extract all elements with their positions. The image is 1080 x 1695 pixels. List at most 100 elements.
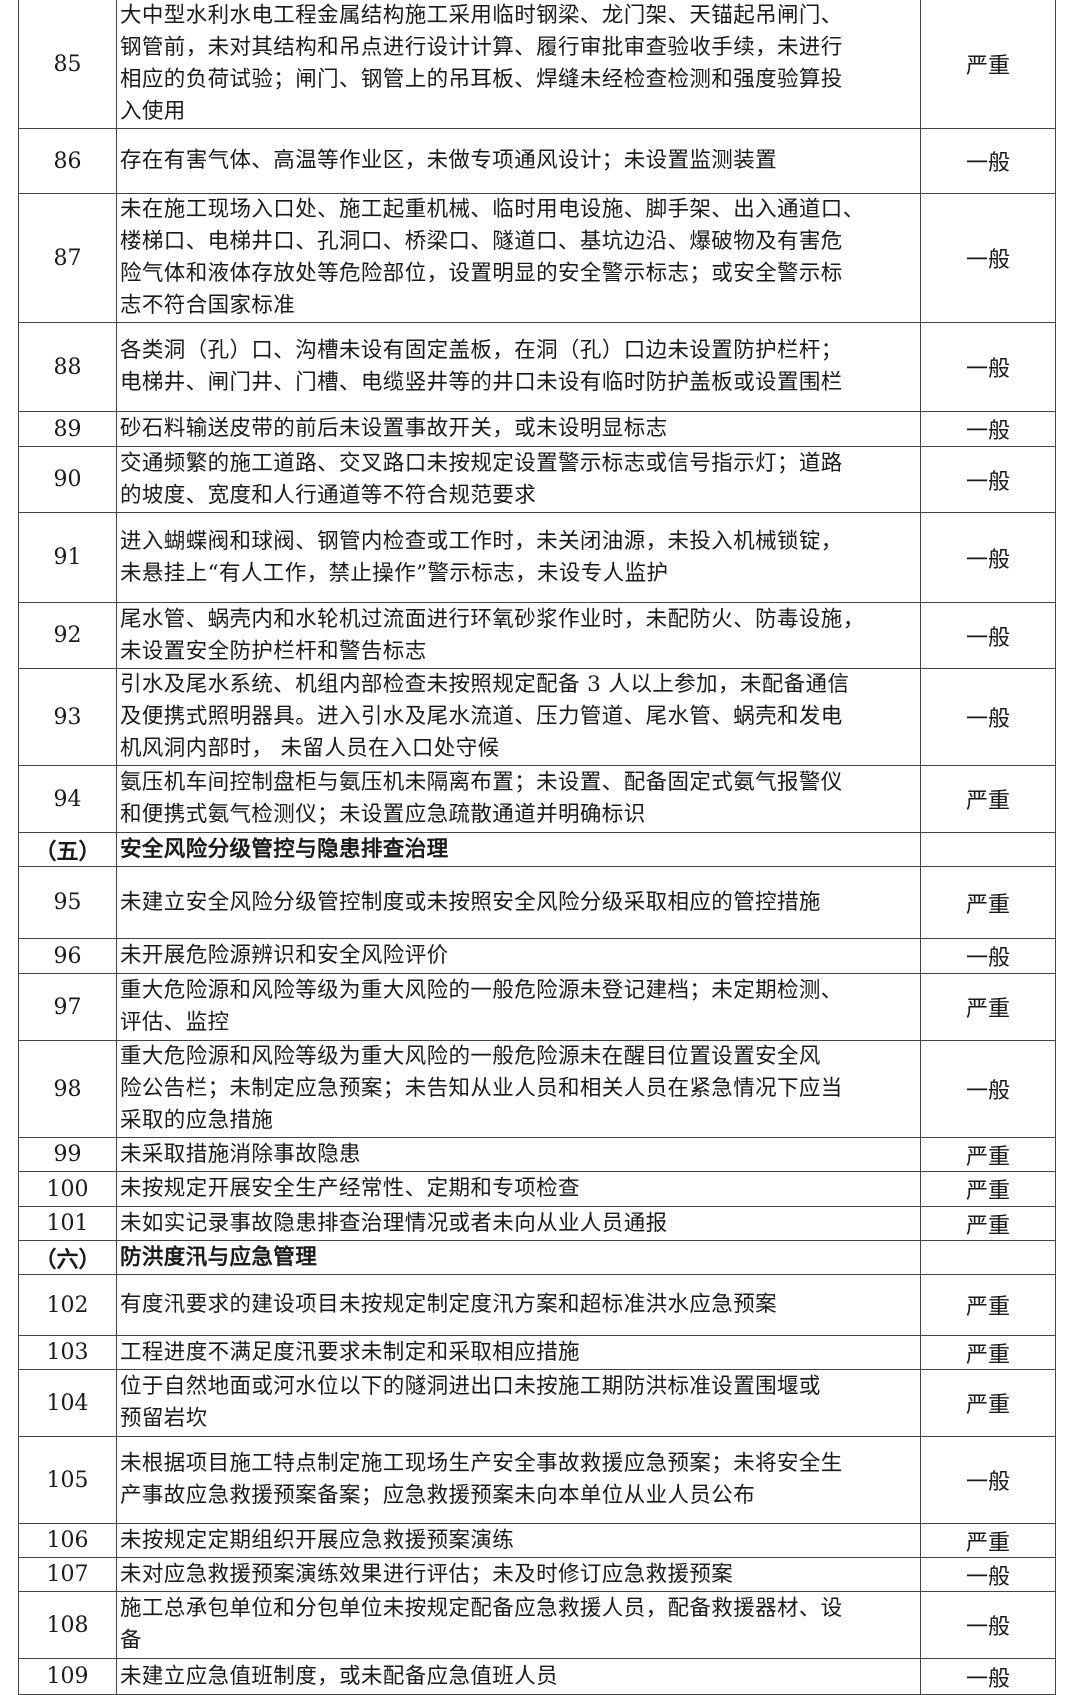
table-row: 88 各类洞（孔）口、沟槽未设有固定盖板，在洞（孔）口边未设置防护栏杆； 电梯井、闸… (18, 322, 1056, 412)
hazard-description: 存在有害气体、高温等作业区，未做专项通风设计；未设置监测装置 (116, 128, 921, 194)
table-row: 99 未采取措施消除事故隐患 严重 (18, 1137, 1056, 1172)
severity-level: 一般 (920, 1557, 1056, 1592)
table-row: 105 未根据项目施工特点制定施工现场生产安全事故救援应急预案；未将安全生 产事故应… (18, 1436, 1056, 1524)
severity-level: 严重 (920, 1523, 1056, 1558)
hazard-description: 砂石料输送皮带的前后未设置事故开关，或未设明显标志 (116, 411, 921, 447)
row-number: 90 (18, 446, 117, 513)
table-row: 87 未在施工现场入口处、施工起重机械、临时用电设施、脚手架、出入通道口、 楼梯口、… (18, 193, 1056, 323)
row-number: 109 (18, 1658, 117, 1695)
table-row: 89 砂石料输送皮带的前后未设置事故开关，或未设明显标志 一般 (18, 411, 1056, 447)
hazard-description: 施工总承包单位和分包单位未按规定配备应急救援人员，配备救援器材、设备 (116, 1591, 921, 1659)
row-number: 96 (18, 938, 117, 974)
description-line: 评估、监控 (120, 1010, 230, 1035)
description-line: 重大危险源和风险等级为重大风险的一般危险源未在醒目位置设置安全风 (120, 1044, 821, 1069)
severity-level: 严重 (920, 1335, 1056, 1370)
section-title: 安全风险分级管控与隐患排查治理 (116, 832, 921, 867)
table-row: 102 有度汛要求的建设项目未按规定制定度汛方案和超标准洪水应急预案 严重 (18, 1274, 1056, 1336)
description-line: 存在有害气体、高温等作业区，未做专项通风设计；未设置监测装置 (120, 148, 778, 173)
hazard-description: 重大危险源和风险等级为重大风险的一般危险源未登记建档；未定期检测、 评估、监控 (116, 973, 921, 1041)
hazard-description: 未对应急救援预案演练效果进行评估；未及时修订应急救援预案 (116, 1557, 921, 1592)
table-row: 85 大中型水利水电工程金属结构施工采用临时钢梁、龙门架、天锚起吊闸门、 钢管前，未… (18, 0, 1056, 129)
description-line: 砂石料输送皮带的前后未设置事故开关，或未设明显标志 (120, 416, 668, 441)
row-number: 99 (18, 1137, 117, 1172)
description-line: 楼梯口、电梯井口、孔洞口、桥梁口、隧道口、基坑边沿、爆破物及有害危 (120, 229, 843, 254)
description-line: 进入蝴蝶阀和球阀、钢管内检查或工作时，未关闭油源，未投入机械锁锭， (120, 528, 843, 554)
table-row: 94 氨压机车间控制盘柜与氨压机未隔离布置；未设置、配备固定式氨气报警仪 和便携式氨… (18, 765, 1056, 833)
row-number: 91 (18, 512, 117, 603)
row-number: 102 (18, 1274, 117, 1336)
description-line: 未对应急救援预案演练效果进行评估；未及时修订应急救援预案 (120, 1561, 734, 1587)
row-number: 88 (18, 322, 117, 412)
row-number: 94 (18, 765, 117, 833)
severity-level: 严重 (920, 1206, 1056, 1241)
severity-level: 一般 (920, 1040, 1056, 1138)
hazard-description: 交通频繁的施工道路、交叉路口未按规定设置警示标志或信号指示灯；道路 的坡度、宽度和… (116, 446, 921, 513)
row-number: 108 (18, 1591, 117, 1659)
description-line: 未采取措施消除事故隐患 (120, 1141, 361, 1167)
description-line: 机风洞内部时， 未留人员在入口处守候 (120, 736, 500, 761)
severity-level: 严重 (920, 1369, 1056, 1437)
hazard-description: 未如实记录事故隐患排查治理情况或者未向从业人员通报 (116, 1206, 921, 1241)
description-line: 产事故应急救援预案备案；应急救援预案未向本单位从业人员公布 (120, 1483, 756, 1508)
description-line: 工程进度不满足度汛要求未制定和采取相应措施 (120, 1339, 580, 1365)
hazard-description: 大中型水利水电工程金属结构施工采用临时钢梁、龙门架、天锚起吊闸门、 钢管前，未对其… (116, 0, 921, 129)
table-row: 107 未对应急救援预案演练效果进行评估；未及时修订应急救援预案 一般 (18, 1557, 1056, 1592)
section-header-row: （六） 防洪度汛与应急管理 (18, 1240, 1056, 1275)
hazard-description: 未开展危险源辨识和安全风险评价 (116, 938, 921, 974)
description-line: 未设置安全防护栏杆和警告标志 (120, 638, 427, 664)
severity-level: 严重 (920, 1274, 1056, 1336)
row-number: 98 (18, 1040, 117, 1138)
severity-level: 一般 (920, 128, 1056, 194)
description-line: 氨压机车间控制盘柜与氨压机未隔离布置；未设置、配备固定式氨气报警仪 (120, 770, 843, 795)
description-line: 未开展危险源辨识和安全风险评价 (120, 943, 449, 968)
table-row: 97 重大危险源和风险等级为重大风险的一般危险源未登记建档；未定期检测、 评估、监控… (18, 973, 1056, 1041)
table-row: 96 未开展危险源辨识和安全风险评价 一般 (18, 938, 1056, 974)
hazard-description: 未在施工现场入口处、施工起重机械、临时用电设施、脚手架、出入通道口、 楼梯口、电梯… (116, 193, 921, 323)
hazard-description: 工程进度不满足度汛要求未制定和采取相应措施 (116, 1335, 921, 1370)
severity-level: 一般 (920, 668, 1056, 766)
hazard-description: 未按规定开展安全生产经常性、定期和专项检查 (116, 1171, 921, 1207)
description-line: 未按规定开展安全生产经常性、定期和专项检查 (120, 1176, 580, 1201)
description-line: 引水及尾水系统、机组内部检查未按照规定配备 3 人以上参加，未配备通信 (120, 672, 850, 697)
severity-level: 一般 (920, 446, 1056, 513)
table-row: 93 引水及尾水系统、机组内部检查未按照规定配备 3 人以上参加，未配备通信 及便携… (18, 668, 1056, 766)
description-line: 钢管前，未对其结构和吊点进行设计计算、履行审批审查验收手续，未进行 (120, 35, 843, 60)
hazard-description: 重大危险源和风险等级为重大风险的一般危险源未在醒目位置设置安全风 险公告栏；未制定… (116, 1040, 921, 1138)
description-line: 未悬挂上“有人工作，禁止操作”警示标志，未设专人监护 (120, 560, 669, 586)
hazard-table: 85 大中型水利水电工程金属结构施工采用临时钢梁、龙门架、天锚起吊闸门、 钢管前，未… (18, 0, 1056, 1695)
row-number: 95 (18, 866, 117, 939)
hazard-description: 各类洞（孔）口、沟槽未设有固定盖板，在洞（孔）口边未设置防护栏杆； 电梯井、闸门井… (116, 322, 921, 412)
row-number: 103 (18, 1335, 117, 1370)
row-number: 87 (18, 193, 117, 323)
hazard-table-body: 85 大中型水利水电工程金属结构施工采用临时钢梁、龙门架、天锚起吊闸门、 钢管前，未… (18, 0, 1056, 1695)
severity-level: 严重 (920, 1137, 1056, 1172)
severity-level: 严重 (920, 765, 1056, 833)
description-line: 和便携式氨气检测仪；未设置应急疏散通道并明确标识 (120, 802, 646, 827)
description-line: 重大危险源和风险等级为重大风险的一般危险源未登记建档；未定期检测、 (120, 978, 843, 1003)
hazard-description: 进入蝴蝶阀和球阀、钢管内检查或工作时，未关闭油源，未投入机械锁锭， 未悬挂上“有人… (116, 512, 921, 603)
severity-level: 一般 (920, 411, 1056, 447)
description-line: 预留岩坎 (120, 1406, 208, 1431)
section-number: （五） (18, 832, 117, 867)
row-number: 85 (18, 0, 117, 129)
section-title: 防洪度汛与应急管理 (116, 1240, 921, 1275)
row-number: 92 (18, 602, 117, 669)
description-line: 采取的应急措施 (120, 1108, 274, 1133)
description-line: 未按规定定期组织开展应急救援预案演练 (120, 1527, 515, 1553)
row-number: 89 (18, 411, 117, 447)
severity-level: 一般 (920, 512, 1056, 603)
hazard-description: 引水及尾水系统、机组内部检查未按照规定配备 3 人以上参加，未配备通信 及便携式照… (116, 668, 921, 766)
severity-level: 一般 (920, 938, 1056, 974)
row-number: 86 (18, 128, 117, 194)
description-line: 施工总承包单位和分包单位未按规定配备应急救援人员，配备救援器材、设 (120, 1596, 843, 1621)
severity-level: 一般 (920, 322, 1056, 412)
table-row: 95 未建立安全风险分级管控制度或未按照安全风险分级采取相应的管控措施 严重 (18, 866, 1056, 939)
table-row: 101 未如实记录事故隐患排查治理情况或者未向从业人员通报 严重 (18, 1206, 1056, 1241)
severity-level: 一般 (920, 602, 1056, 669)
table-row: 92 尾水管、蜗壳内和水轮机过流面进行环氧砂浆作业时，未配防火、防毒设施， 未设置安… (18, 602, 1056, 669)
description-line: 志不符合国家标准 (120, 293, 296, 318)
description-line: 大中型水利水电工程金属结构施工采用临时钢梁、龙门架、天锚起吊闸门、 (120, 3, 843, 28)
severity-level: 一般 (920, 193, 1056, 323)
row-number: 105 (18, 1436, 117, 1524)
description-line: 安全风险分级管控与隐患排查治理 (120, 836, 449, 862)
